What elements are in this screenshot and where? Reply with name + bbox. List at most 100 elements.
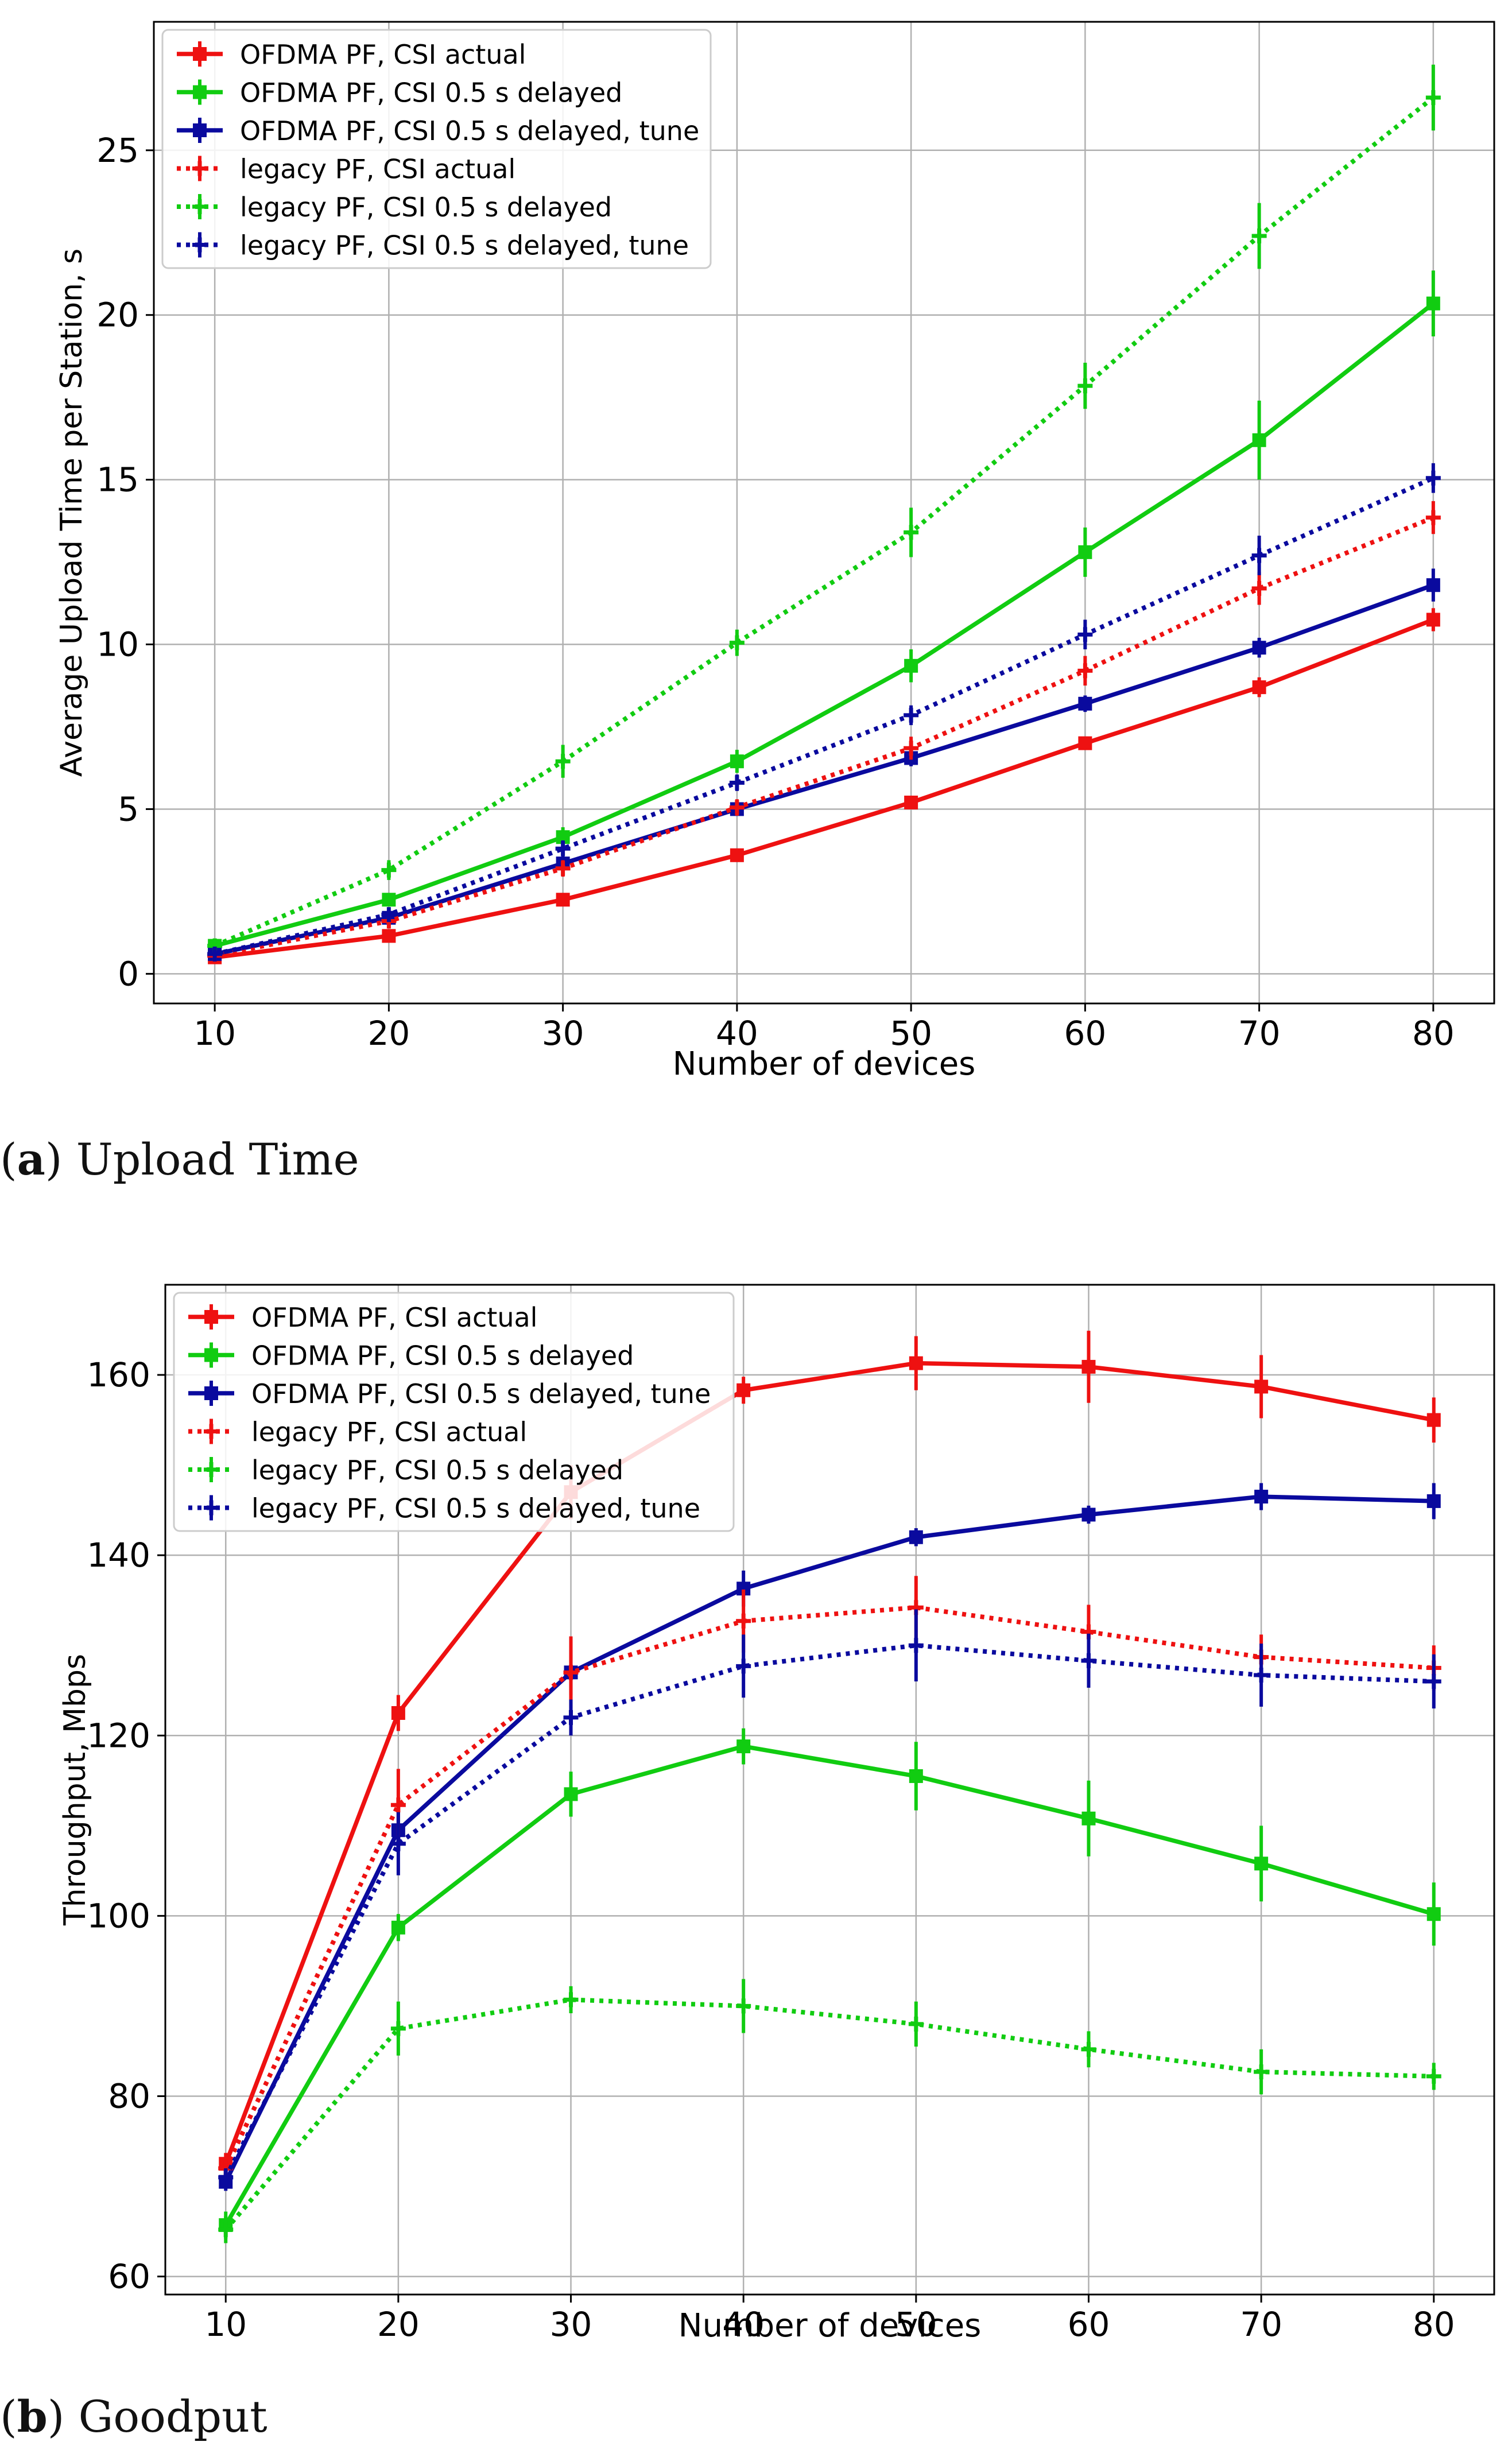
legend-box bbox=[173, 1292, 735, 1532]
x-tick-label: 70 bbox=[1240, 2305, 1282, 2344]
data-point bbox=[1251, 580, 1267, 596]
data-point bbox=[1254, 1379, 1269, 1394]
data-point bbox=[1252, 433, 1266, 447]
data-point bbox=[1077, 663, 1093, 679]
data-point bbox=[736, 1383, 751, 1397]
series-ofdma-pf-csi-actual bbox=[208, 608, 1440, 964]
data-point bbox=[1426, 2068, 1441, 2084]
y-tick-label: 160 bbox=[87, 1355, 150, 1394]
legend-marker bbox=[204, 1462, 219, 1477]
y-axis-label: Throughput, Mbps bbox=[58, 1654, 92, 1926]
data-point bbox=[564, 1787, 578, 1801]
data-point bbox=[1426, 1674, 1441, 1689]
x-tick-label: 50 bbox=[890, 1014, 932, 1053]
data-point bbox=[381, 862, 397, 878]
series-ofdma-pf-csi-0-5-s-delayed bbox=[219, 1728, 1441, 2239]
data-point bbox=[908, 1638, 924, 1653]
data-point bbox=[382, 893, 396, 907]
data-point bbox=[1251, 548, 1267, 563]
data-point bbox=[909, 1356, 923, 1370]
y-tick-label: 120 bbox=[87, 1716, 150, 1755]
data-point bbox=[1081, 1653, 1096, 1668]
legend-entry-legacy-pf-csi-actual: legacy PF, CSI actual bbox=[177, 154, 515, 185]
data-point bbox=[1425, 510, 1441, 525]
data-point bbox=[381, 907, 397, 923]
legend-marker bbox=[204, 1424, 219, 1439]
x-tick-label: 20 bbox=[367, 1014, 410, 1053]
data-point bbox=[1078, 545, 1092, 559]
legend-entry-legacy-pf-csi-0-5-s-delayed-tune: legacy PF, CSI 0.5 s delayed, tune bbox=[188, 1493, 700, 1524]
data-point bbox=[1426, 613, 1440, 627]
data-point bbox=[729, 800, 745, 815]
data-point bbox=[555, 754, 571, 769]
data-point bbox=[218, 2169, 234, 2185]
legend-marker bbox=[193, 85, 207, 99]
legend: OFDMA PF, CSI actual OFDMA PF, CSI 0.5 s … bbox=[173, 1292, 735, 1532]
data-point bbox=[1426, 578, 1440, 592]
data-point bbox=[391, 1706, 405, 1720]
x-axis-label: Number of devices bbox=[673, 1045, 976, 1083]
y-tick-label: 25 bbox=[96, 131, 139, 170]
data-point bbox=[207, 946, 223, 962]
legend-entry-ofdma-pf-csi-0-5-s-delayed: OFDMA PF, CSI 0.5 s delayed bbox=[188, 1340, 634, 1371]
legend-label: legacy PF, CSI 0.5 s delayed, tune bbox=[240, 230, 689, 261]
series-line bbox=[214, 583, 1435, 956]
series-line bbox=[214, 301, 1435, 948]
x-tick-label: 60 bbox=[1068, 2305, 1110, 2344]
series-line bbox=[223, 1494, 1434, 2183]
data-point bbox=[1077, 378, 1093, 394]
data-point bbox=[1426, 1907, 1441, 1921]
caption-b: (b) Goodput bbox=[0, 2391, 267, 2442]
legend-entry-legacy-pf-csi-0-5-s-delayed: legacy PF, CSI 0.5 s delayed bbox=[177, 192, 612, 223]
legend-box bbox=[161, 29, 712, 269]
data-point bbox=[1254, 2064, 1269, 2080]
legend-label: legacy PF, CSI 0.5 s delayed bbox=[240, 192, 612, 223]
data-point bbox=[1081, 1811, 1096, 1826]
series-legacy-pf-csi-0-5-s-delayed bbox=[218, 1979, 1441, 2243]
series-line bbox=[214, 515, 1435, 958]
data-point bbox=[1078, 736, 1092, 750]
x-tick-label: 70 bbox=[1238, 1014, 1281, 1053]
series-line bbox=[223, 1744, 1435, 2226]
data-point bbox=[904, 525, 919, 540]
data-point bbox=[909, 1530, 923, 1544]
data-point bbox=[730, 848, 744, 862]
series-line bbox=[223, 1643, 1434, 2179]
data-point bbox=[1081, 1507, 1096, 1522]
data-point bbox=[1077, 627, 1093, 642]
data-point bbox=[736, 1998, 751, 2014]
caption-a-text: Upload Time bbox=[76, 1134, 359, 1185]
data-point bbox=[908, 2016, 924, 2032]
data-point bbox=[391, 1920, 405, 1935]
series-legacy-pf-csi-0-5-s-delayed-tune bbox=[218, 1609, 1441, 2187]
legend-entry-ofdma-pf-csi-actual: OFDMA PF, CSI actual bbox=[188, 1302, 537, 1333]
legend-marker bbox=[204, 1500, 219, 1516]
axes-frame bbox=[153, 21, 1495, 1005]
y-tick-label: 140 bbox=[87, 1536, 150, 1575]
data-point bbox=[904, 707, 919, 723]
data-point bbox=[1252, 641, 1266, 655]
legend-label: legacy PF, CSI actual bbox=[240, 154, 515, 185]
legend-marker bbox=[192, 199, 207, 214]
data-point bbox=[1078, 696, 1092, 711]
x-tick-label: 40 bbox=[716, 1014, 758, 1053]
data-point bbox=[390, 1836, 406, 1851]
data-point bbox=[904, 795, 918, 809]
legend-entry-ofdma-pf-csi-0-5-s-delayed-tune: OFDMA PF, CSI 0.5 s delayed, tune bbox=[188, 1378, 711, 1409]
x-tick-label: 80 bbox=[1413, 2305, 1455, 2344]
goodput-chart: 10 20 30 40 50 60 70 80 60 80 100 120 140 160 Number o… bbox=[58, 1284, 1495, 2344]
legend-label: OFDMA PF, CSI actual bbox=[251, 1302, 537, 1333]
data-point bbox=[218, 2222, 234, 2237]
legend-entry-ofdma-pf-csi-actual: OFDMA PF, CSI actual bbox=[177, 39, 526, 70]
legend-marker bbox=[193, 47, 207, 61]
data-point bbox=[556, 893, 570, 907]
series-legacy-pf-csi-0-5-s-delayed bbox=[207, 64, 1441, 954]
x-tick-label: 10 bbox=[204, 2305, 247, 2344]
legend-marker bbox=[193, 123, 207, 137]
axes-frame bbox=[164, 1284, 1495, 2296]
legend-marker bbox=[192, 237, 207, 253]
x-tick-label: 30 bbox=[542, 1014, 584, 1053]
caption-b-text: Goodput bbox=[78, 2391, 267, 2442]
legend-entry-ofdma-pf-csi-0-5-s-delayed: OFDMA PF, CSI 0.5 s delayed bbox=[177, 77, 622, 108]
legend-label: OFDMA PF, CSI actual bbox=[240, 39, 526, 70]
